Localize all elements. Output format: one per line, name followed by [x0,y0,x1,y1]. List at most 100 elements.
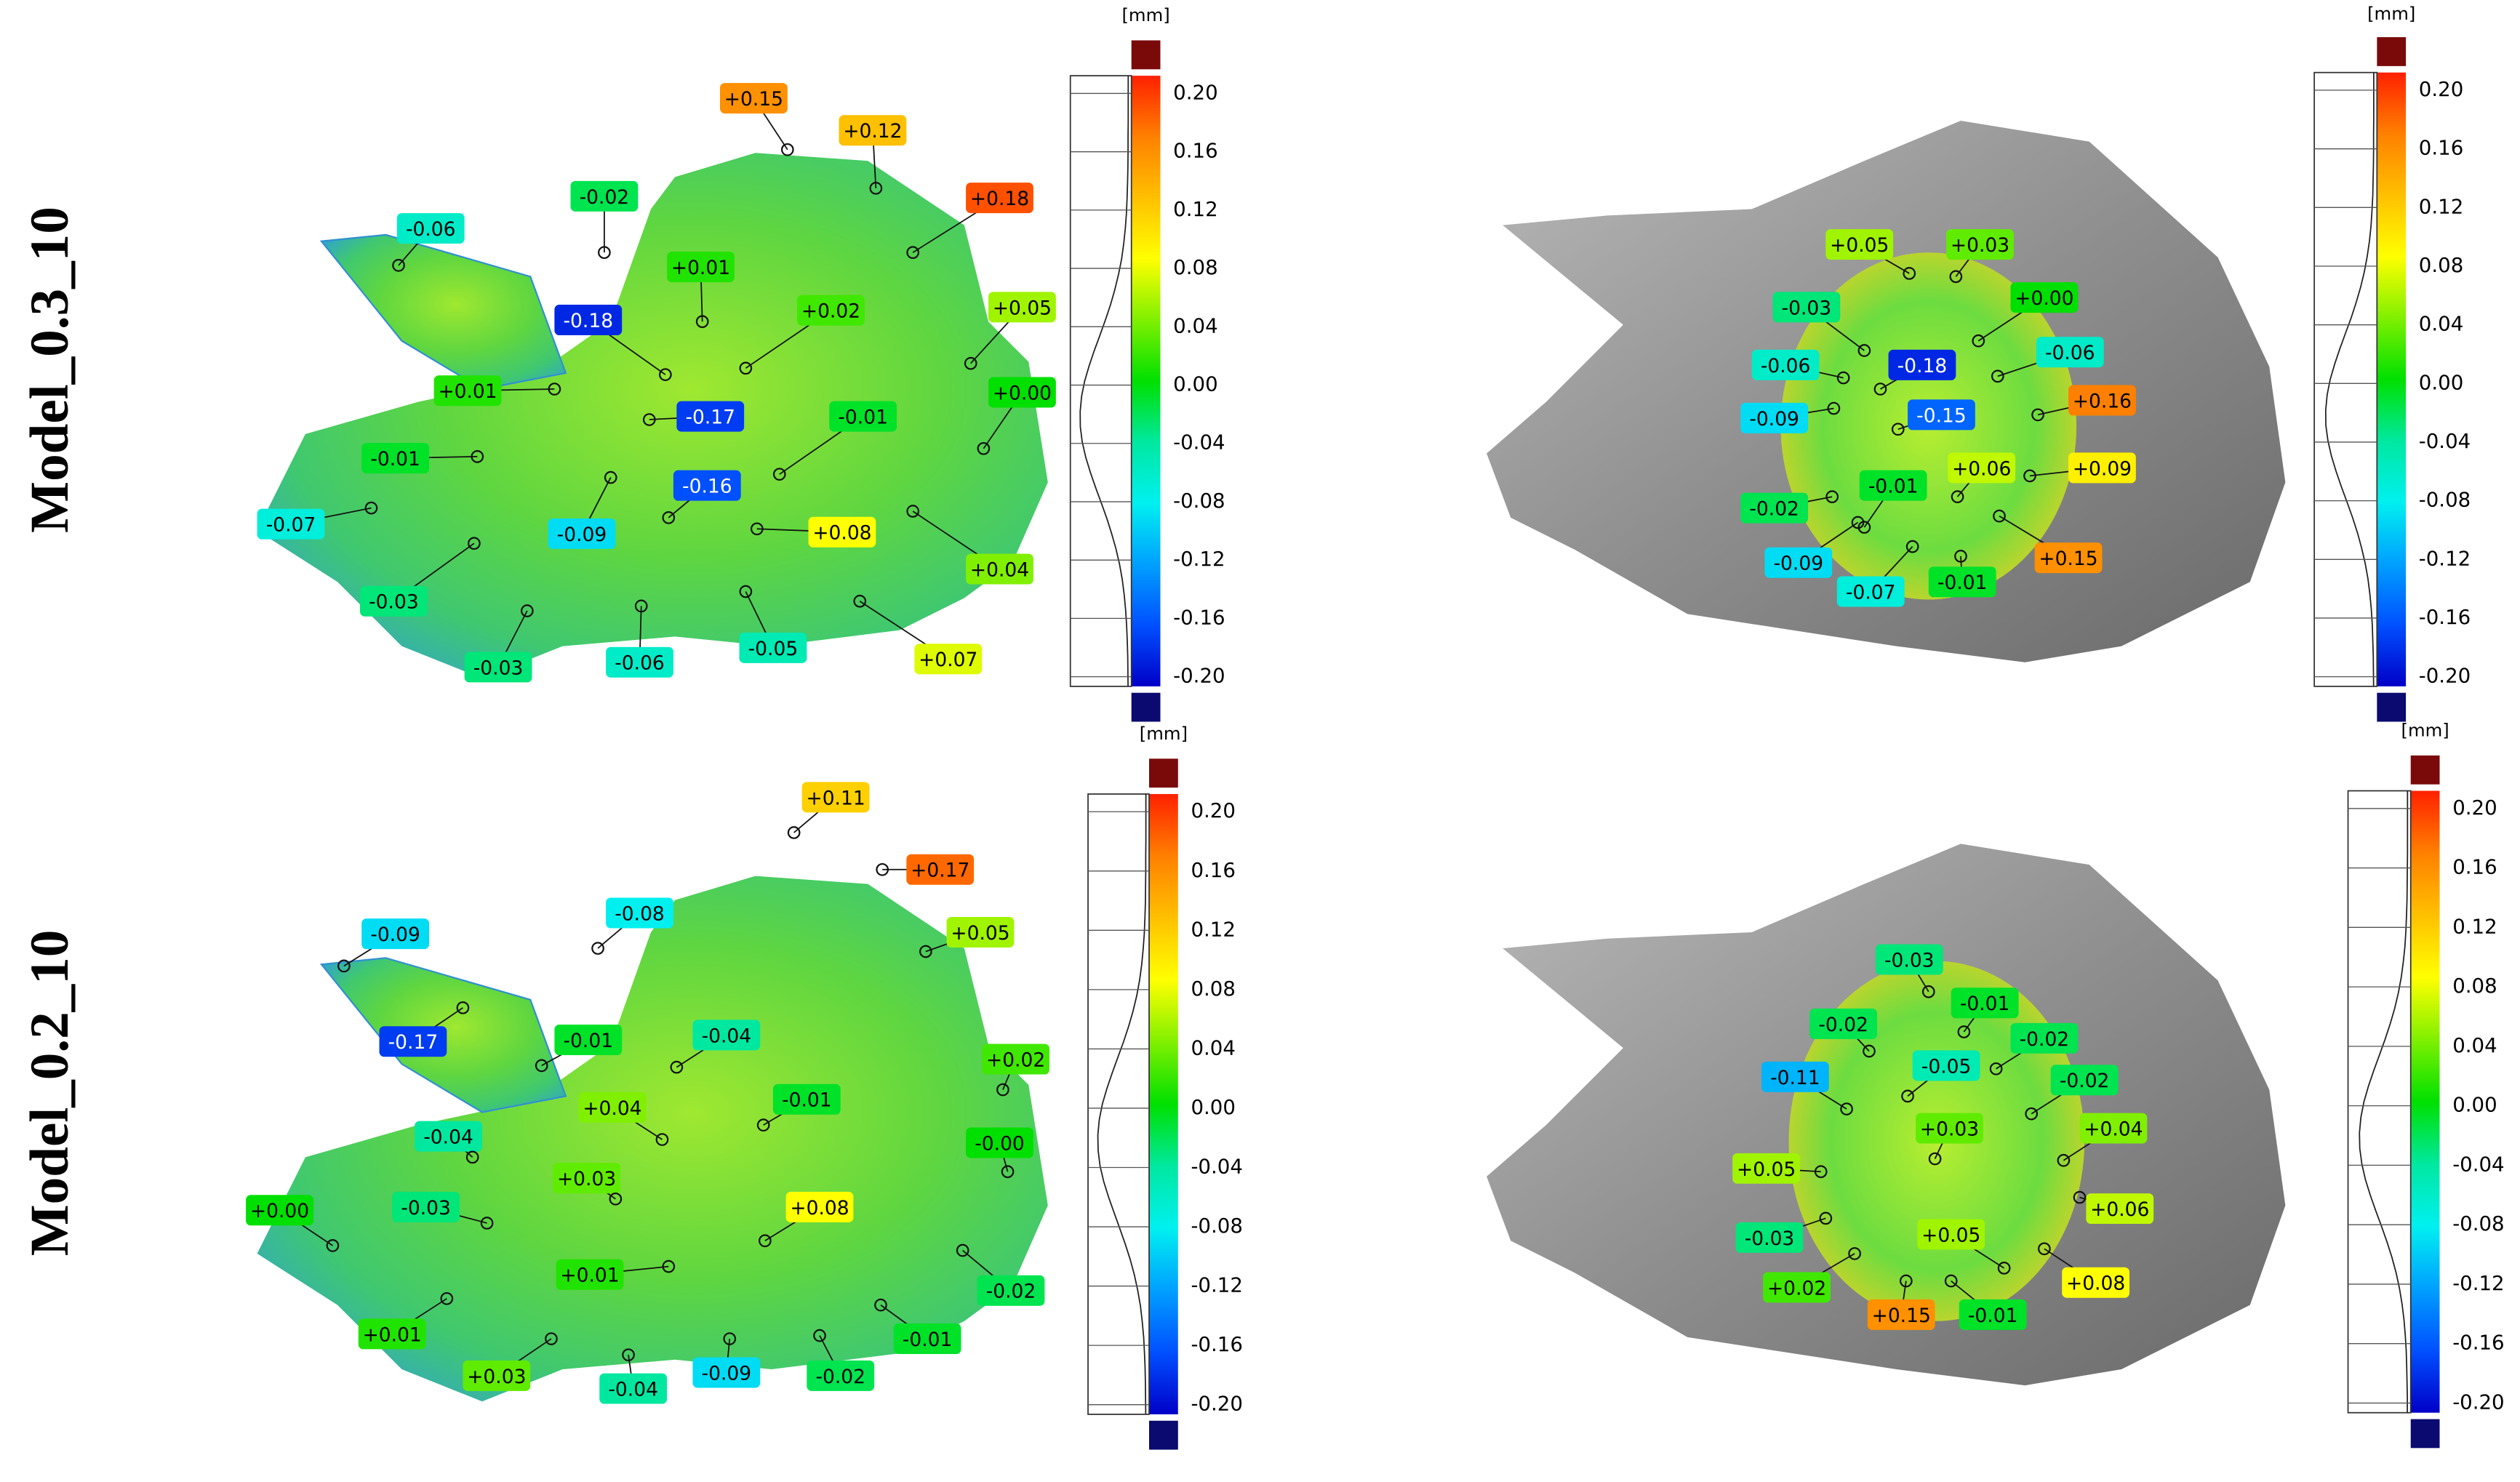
tick-label: -0.16 [1173,605,1225,629]
annotation-box [1908,399,1975,430]
annotation-point [655,1133,669,1146]
tick-label: -0.04 [1191,1154,1242,1178]
row-label: Model_0.2_10 [20,930,80,1257]
annotation-box [785,1191,854,1222]
annotation-point [364,501,378,515]
annotation-point [1991,369,2004,383]
annotation-box [2079,1113,2148,1144]
annotation-label: -0.07 [266,514,316,537]
annotation-label: -0.02 [2060,1070,2110,1092]
tick-label: 0.00 [1173,372,1217,396]
tick-label: -0.20 [2452,1390,2504,1414]
annotation-point [662,1259,676,1273]
annotation-point [876,862,889,876]
annotation-box [2068,452,2136,484]
color-bar [1149,793,1178,1414]
color-under [2410,1419,2440,1449]
tick-label: -0.04 [2452,1152,2504,1176]
annotation-point [756,1118,770,1131]
annotation-point [695,315,709,329]
annotation-box [556,1259,624,1290]
annotation-label: -0.05 [1921,1055,1972,1078]
annotation-point [2038,1242,2051,1256]
annotation-point [1857,344,1871,357]
annotation-box [1732,1153,1800,1184]
histogram [1097,793,1147,1414]
annotation-point [1972,334,1985,348]
annotation-box [676,401,745,432]
annotation-box [1912,1050,1980,1081]
annotation-box [1825,229,1894,260]
tick-label: -0.20 [1191,1392,1242,1416]
histogram-box [2313,71,2378,687]
annotation-point [471,450,484,463]
annotation-box [2062,1267,2130,1298]
annotation-box [1735,1222,1804,1253]
annotation-point [869,181,883,195]
tick-label: -0.12 [1191,1273,1242,1297]
tick-label: 0.16 [2419,136,2463,160]
annotation-label: -0.01 [1868,476,1919,498]
tick-label: 0.16 [1191,858,1235,882]
annotation-label: +0.05 [1921,1224,1980,1246]
annotation-point [1901,1089,1914,1103]
annotation-box [692,1357,761,1388]
annotation-label: +0.00 [993,382,1052,404]
annotation-label: -0.06 [406,218,456,241]
tick-label: -0.12 [2419,546,2471,570]
tick-label: 0.04 [2419,312,2463,336]
annotation-label: +0.04 [583,1097,641,1120]
annotation-point [2057,1153,2071,1167]
annotation-point [440,1291,454,1305]
annotation-point [465,1150,479,1164]
annotation-point [1863,1044,1876,1058]
annotation-point [1827,401,1841,415]
annotation-label: +0.02 [986,1049,1045,1071]
annotation-label: -0.01 [782,1089,832,1112]
histogram [1079,76,1129,686]
tick-label: 0.04 [2452,1033,2497,1057]
annotation-label: +0.01 [363,1323,422,1346]
annotation-box [361,918,430,950]
annotation-box [946,916,1015,948]
unit-label: [mm] [2367,3,2415,24]
color-under [2377,692,2407,722]
annotation-box [246,1195,313,1226]
annotation-box [1761,1061,1829,1092]
unit-label: [mm] [1140,723,1188,744]
tick-label: -0.08 [2452,1211,2504,1235]
annotation-box [1867,1299,1935,1330]
annotation-point [1903,267,1916,280]
annotation-box [720,83,788,114]
annotation-point [2031,408,2044,422]
annotation-box [379,1026,447,1057]
annotation-point [813,1329,826,1342]
annotation-point [1819,1211,1833,1225]
tick-label: 0.08 [1173,255,1217,279]
annotation-box [1948,452,2016,484]
annotation-box [554,305,623,336]
annotation-label: +0.05 [993,297,1052,319]
annotation-box [1809,1008,1878,1039]
annotation-point [670,1060,684,1074]
tick-label: 0.08 [1191,977,1235,1001]
annotation-label: -0.09 [370,924,420,946]
annotation-point [326,1239,340,1252]
annotation-label: +0.03 [1920,1118,1979,1141]
annotation-box [1764,547,1833,578]
annotation-box [548,518,616,549]
tick-label: 0.12 [2419,194,2463,218]
annotation-box [578,1092,647,1123]
unit-label: [mm] [1121,4,1169,25]
tick-label: -0.08 [2419,488,2471,512]
annotation-point [964,356,977,370]
annotation-label: -0.02 [2020,1028,2070,1051]
annotation-label: -0.09 [702,1362,752,1385]
annotation-label: +0.17 [911,860,969,882]
annotation-box [1959,1299,2027,1330]
annotation-label: +0.07 [919,649,977,671]
annotation-box [2068,385,2136,416]
annotation-box [2050,1065,2119,1096]
color-over [2377,37,2407,66]
annotation-box [1916,1113,1983,1144]
